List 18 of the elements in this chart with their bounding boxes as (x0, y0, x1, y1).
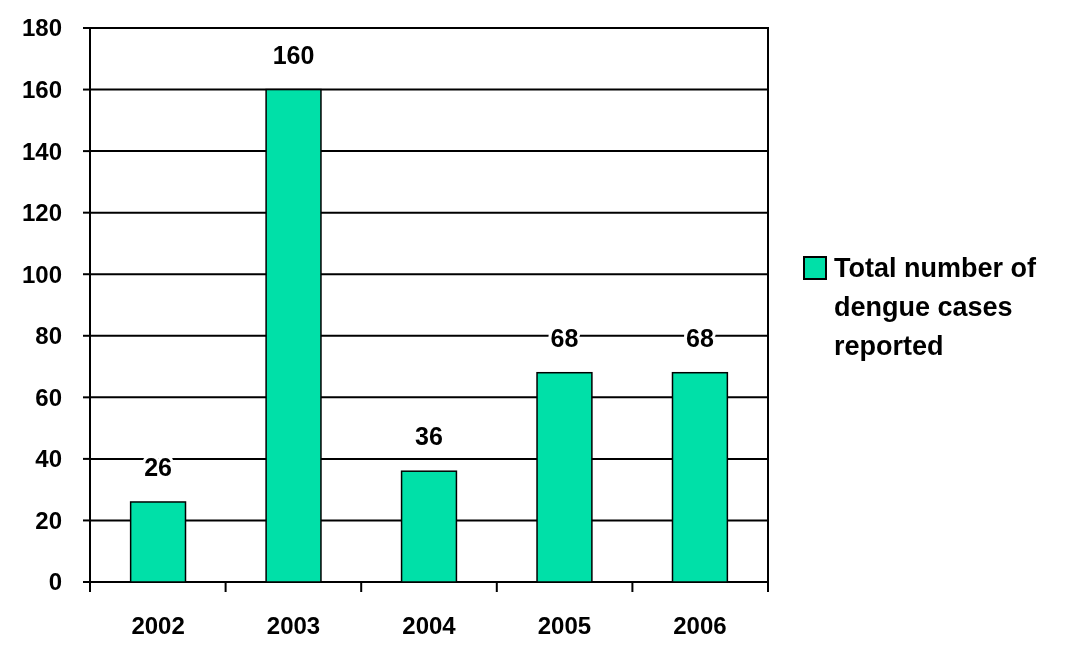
y-tick-label: 40 (35, 445, 62, 473)
legend-label: Total number of dengue cases reported (834, 253, 1037, 361)
data-label: 36 (415, 422, 443, 451)
y-tick-label: 60 (35, 383, 62, 411)
y-tick-label: 20 (35, 506, 62, 534)
y-tick-label: 140 (21, 137, 62, 165)
x-tick-label: 2005 (537, 612, 592, 639)
x-tick-label: 2002 (131, 612, 185, 639)
data-label: 160 (272, 40, 315, 69)
y-tick-label: 120 (21, 199, 62, 227)
y-tick-label: 80 (35, 322, 62, 350)
y-tick-label: 180 (21, 14, 62, 42)
x-tick-label: 2006 (673, 612, 727, 639)
y-tick-label: 160 (21, 75, 62, 103)
x-tick-label: 2003 (266, 612, 321, 639)
y-tick-label: 100 (21, 260, 62, 288)
x-tick-label: 2004 (402, 612, 457, 639)
y-tick-label: 0 (48, 568, 62, 596)
